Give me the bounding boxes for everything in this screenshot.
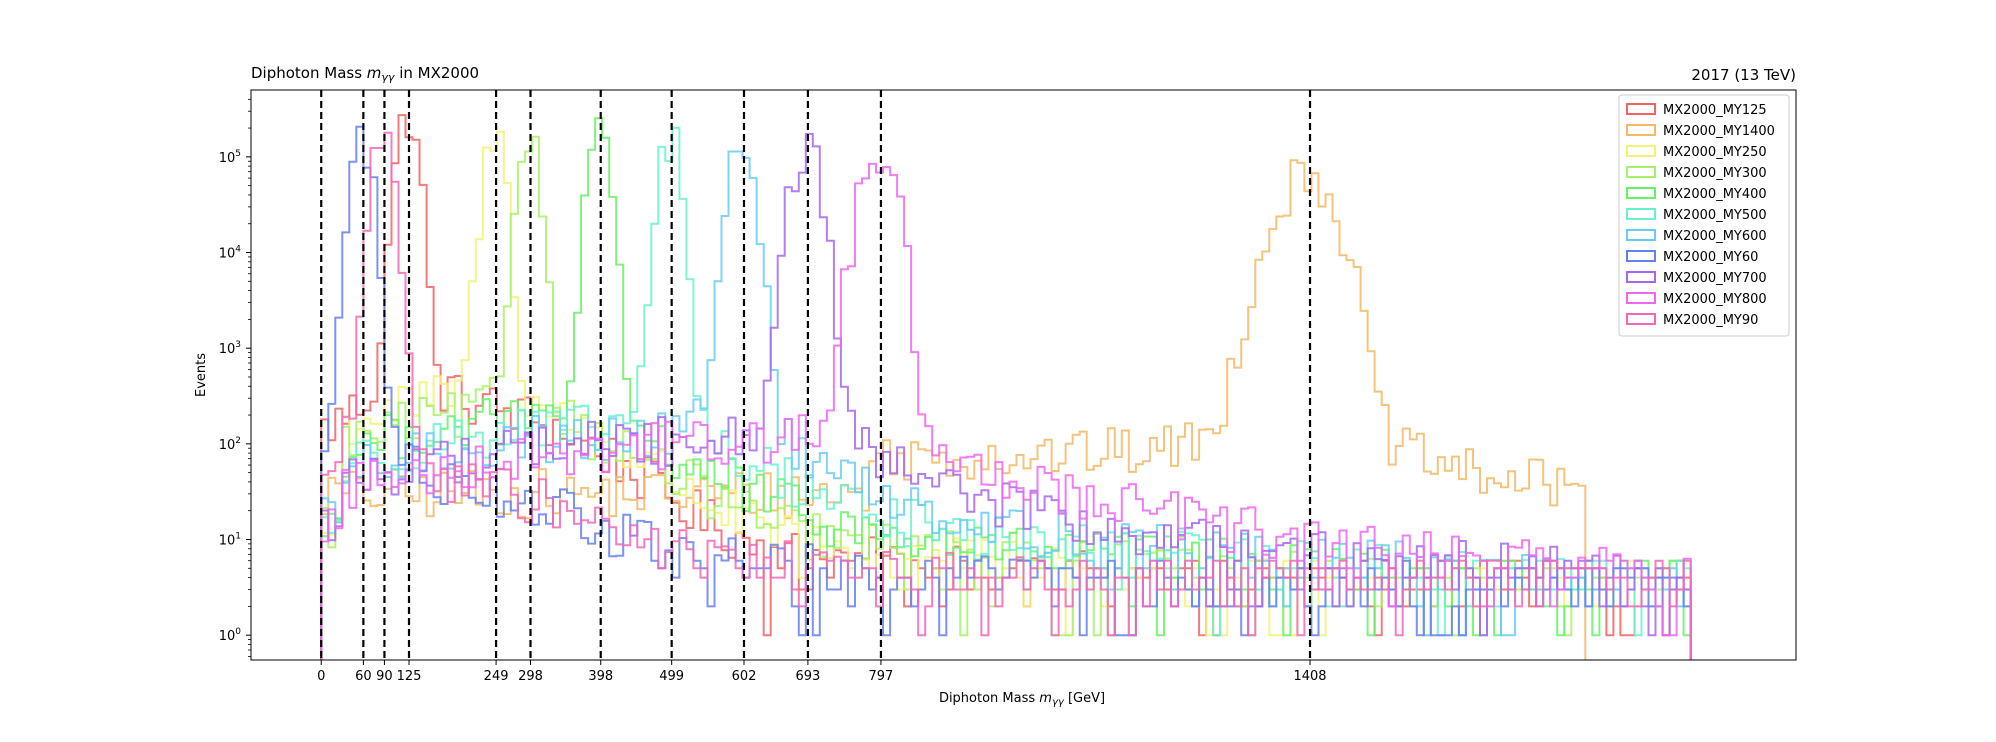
x-tick-label: 0 [317, 669, 325, 684]
x-tick-label: 602 [732, 669, 757, 684]
series-group [320, 114, 1692, 660]
x-tick-label: 693 [795, 669, 820, 684]
y-tick-label: 105 [219, 149, 241, 166]
series-mx2000-my400 [320, 117, 1692, 660]
legend-label: MX2000_MY1400 [1663, 124, 1775, 139]
y-axis-label: Events [194, 353, 209, 397]
legend-swatch [1626, 103, 1656, 115]
legend-label: MX2000_MY600 [1663, 229, 1767, 244]
x-axis: 0 60 90 125 249 298 398 499 602 693 797 1408 [317, 660, 1327, 684]
legend-label: MX2000_MY700 [1663, 271, 1767, 286]
legend-swatch [1626, 166, 1656, 178]
series-mx2000-my250 [320, 130, 1692, 660]
legend: MX2000_MY125 MX2000_MY1400 MX2000_MY250 MX2… [1618, 94, 1790, 337]
legend-label: MX2000_MY400 [1663, 187, 1767, 202]
legend-swatch [1626, 313, 1656, 325]
legend-label: MX2000_MY800 [1663, 292, 1767, 307]
y-tick-label: 100 [219, 627, 242, 644]
reference-lines [320, 90, 1312, 660]
legend-label: MX2000_MY125 [1663, 103, 1767, 118]
chart-subtitle-right: 2017 (13 TeV) [1691, 66, 1796, 84]
legend-label: MX2000_MY90 [1663, 313, 1758, 328]
series-mx2000-my700 [320, 132, 1692, 660]
legend-label: MX2000_MY500 [1663, 208, 1767, 223]
legend-label: MX2000_MY300 [1663, 166, 1767, 181]
x-tick-label: 90 [376, 669, 393, 684]
legend-swatch [1626, 124, 1656, 136]
series-mx2000-my90 [320, 131, 1692, 660]
y-tick-label: 103 [219, 340, 241, 357]
chart-title: Diphoton Mass mγγ in MX2000 [251, 64, 479, 84]
x-tick-label: 125 [397, 669, 422, 684]
legend-swatch [1626, 145, 1656, 157]
plot-frame [250, 89, 1797, 661]
x-tick-label: 60 [355, 669, 372, 684]
y-tick-label: 102 [219, 436, 241, 453]
legend-swatch [1626, 229, 1656, 241]
y-tick-label: 104 [219, 245, 242, 262]
x-tick-label: 298 [518, 669, 543, 684]
legend-swatch [1626, 250, 1656, 262]
series-mx2000-my500 [320, 126, 1692, 660]
y-axis: 100 101 102 103 104 105 [219, 98, 251, 657]
series-mx2000-my600 [320, 150, 1692, 660]
x-tick-label: 1408 [1293, 669, 1326, 684]
legend-swatch [1626, 292, 1656, 304]
x-tick-label: 398 [588, 669, 613, 684]
y-tick-label: 101 [219, 532, 241, 549]
x-tick-label: 797 [869, 669, 894, 684]
legend-swatch [1626, 271, 1656, 283]
x-axis-label: Diphoton Mass mγγ [GeV] [939, 691, 1105, 708]
legend-swatch [1626, 208, 1656, 220]
series-mx2000-my60 [320, 125, 1692, 660]
x-tick-label: 249 [484, 669, 509, 684]
legend-label: MX2000_MY250 [1663, 145, 1767, 160]
legend-swatch [1626, 187, 1656, 199]
series-mx2000-my800 [320, 162, 1692, 660]
legend-frame [1618, 94, 1790, 337]
x-tick-label: 499 [659, 669, 684, 684]
legend-label: MX2000_MY60 [1663, 250, 1758, 265]
